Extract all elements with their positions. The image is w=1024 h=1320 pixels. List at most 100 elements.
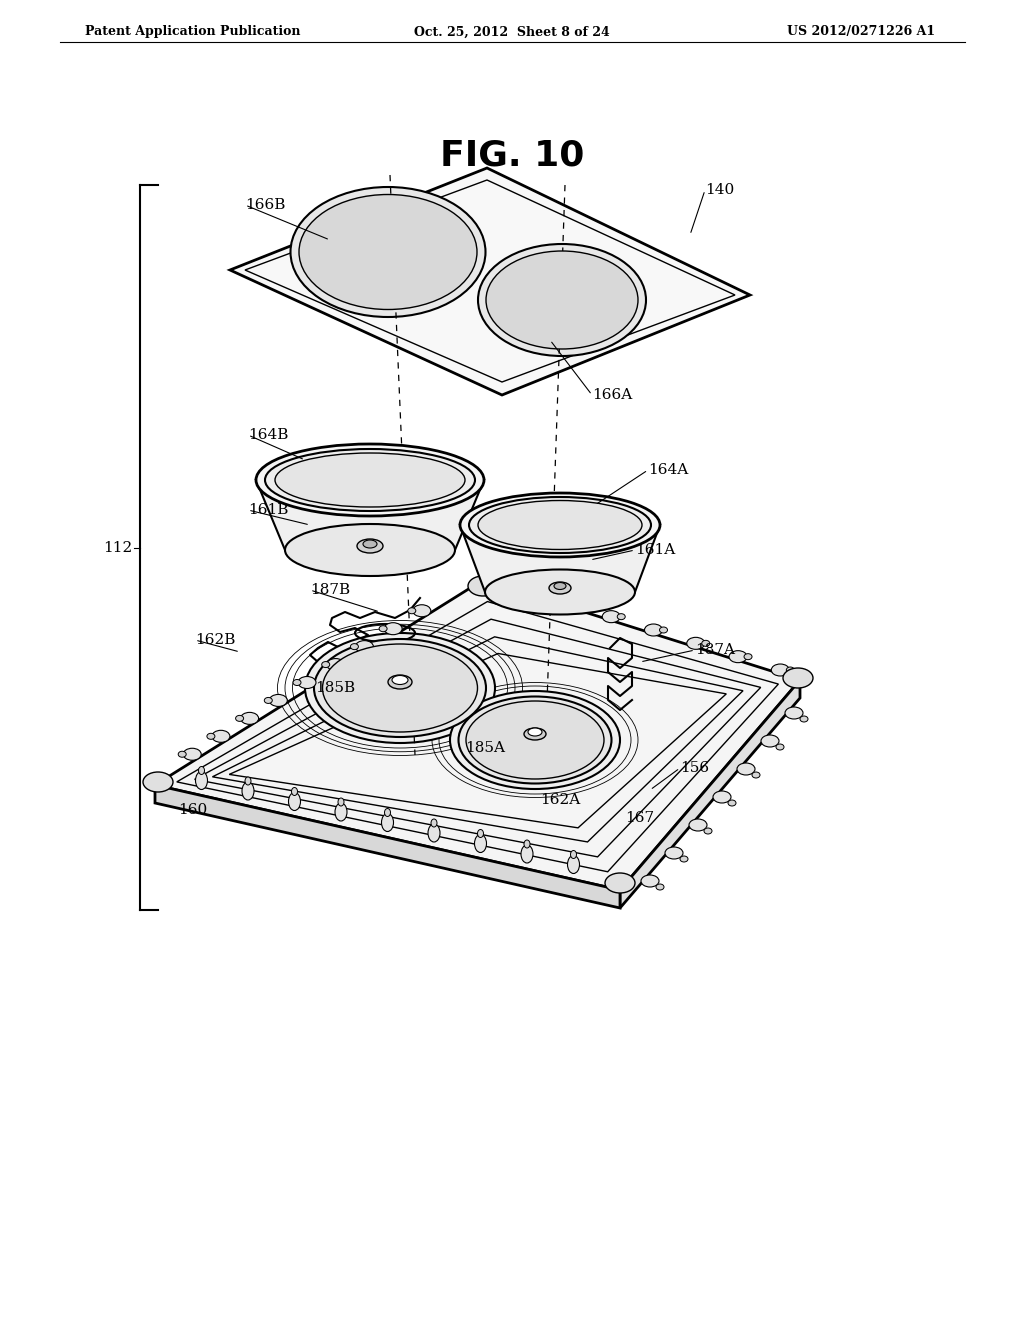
Text: 167: 167 — [625, 810, 654, 825]
Ellipse shape — [687, 638, 705, 649]
Ellipse shape — [314, 639, 486, 737]
Ellipse shape — [641, 875, 659, 887]
Ellipse shape — [567, 855, 580, 874]
Ellipse shape — [289, 792, 300, 810]
Ellipse shape — [143, 772, 173, 792]
Ellipse shape — [242, 781, 254, 800]
Ellipse shape — [656, 884, 664, 890]
Ellipse shape — [521, 845, 534, 863]
Ellipse shape — [665, 847, 683, 859]
Polygon shape — [256, 480, 484, 550]
Text: 162A: 162A — [540, 793, 581, 807]
Ellipse shape — [298, 676, 316, 689]
Ellipse shape — [384, 623, 402, 635]
Ellipse shape — [392, 676, 408, 685]
Ellipse shape — [379, 626, 387, 632]
Ellipse shape — [236, 715, 244, 721]
Text: 162B: 162B — [195, 634, 236, 647]
Ellipse shape — [680, 855, 688, 862]
Ellipse shape — [355, 640, 374, 652]
Ellipse shape — [305, 634, 495, 743]
Ellipse shape — [322, 661, 330, 668]
Ellipse shape — [388, 675, 412, 689]
Ellipse shape — [428, 824, 440, 842]
Text: 164A: 164A — [648, 463, 688, 477]
Ellipse shape — [713, 791, 731, 803]
Ellipse shape — [486, 251, 638, 348]
Ellipse shape — [285, 524, 455, 576]
Text: 161A: 161A — [635, 543, 675, 557]
Ellipse shape — [384, 808, 390, 817]
Ellipse shape — [466, 701, 604, 779]
Ellipse shape — [183, 748, 201, 760]
Ellipse shape — [292, 788, 298, 796]
Text: 164B: 164B — [248, 428, 289, 442]
Ellipse shape — [474, 834, 486, 853]
Text: 185A: 185A — [465, 741, 505, 755]
Ellipse shape — [524, 729, 546, 741]
Ellipse shape — [431, 818, 437, 828]
Ellipse shape — [264, 697, 272, 704]
Ellipse shape — [460, 492, 660, 557]
Ellipse shape — [196, 771, 208, 789]
Ellipse shape — [771, 664, 790, 676]
Ellipse shape — [602, 611, 621, 623]
Ellipse shape — [335, 803, 347, 821]
Ellipse shape — [729, 651, 748, 663]
Text: Oct. 25, 2012  Sheet 8 of 24: Oct. 25, 2012 Sheet 8 of 24 — [414, 25, 610, 38]
Text: US 2012/0271226 A1: US 2012/0271226 A1 — [786, 25, 935, 38]
Ellipse shape — [408, 607, 416, 614]
Ellipse shape — [528, 729, 542, 737]
Text: 161B: 161B — [248, 503, 289, 517]
Ellipse shape — [178, 751, 186, 758]
Ellipse shape — [382, 813, 393, 832]
Ellipse shape — [327, 659, 345, 671]
Text: FIG. 10: FIG. 10 — [440, 139, 584, 172]
Ellipse shape — [570, 850, 577, 858]
Ellipse shape — [478, 244, 646, 356]
Ellipse shape — [659, 627, 668, 634]
Text: 166A: 166A — [592, 388, 632, 403]
Ellipse shape — [783, 668, 813, 688]
Text: 187A: 187A — [695, 643, 735, 657]
Polygon shape — [230, 168, 750, 395]
Ellipse shape — [413, 605, 431, 616]
Ellipse shape — [269, 694, 288, 706]
Polygon shape — [155, 579, 800, 890]
Ellipse shape — [524, 840, 530, 847]
Ellipse shape — [737, 763, 755, 775]
Ellipse shape — [786, 667, 795, 673]
Ellipse shape — [560, 598, 578, 610]
Text: 166B: 166B — [245, 198, 286, 213]
Ellipse shape — [728, 800, 736, 807]
Ellipse shape — [350, 644, 358, 649]
Ellipse shape — [800, 715, 808, 722]
Text: 160: 160 — [178, 803, 207, 817]
Ellipse shape — [549, 582, 571, 594]
Text: 112: 112 — [102, 540, 132, 554]
Text: 185B: 185B — [314, 681, 355, 696]
Ellipse shape — [554, 582, 566, 590]
Ellipse shape — [518, 583, 536, 597]
Ellipse shape — [776, 744, 784, 750]
Ellipse shape — [617, 614, 626, 619]
Ellipse shape — [532, 587, 541, 593]
Ellipse shape — [478, 500, 642, 549]
Ellipse shape — [605, 873, 635, 894]
Ellipse shape — [265, 449, 475, 511]
Ellipse shape — [477, 829, 483, 837]
Ellipse shape — [468, 576, 498, 597]
Ellipse shape — [450, 690, 620, 789]
Ellipse shape — [293, 680, 301, 685]
Ellipse shape — [362, 540, 377, 548]
Ellipse shape — [705, 828, 712, 834]
Text: Patent Application Publication: Patent Application Publication — [85, 25, 300, 38]
Ellipse shape — [469, 498, 651, 553]
Ellipse shape — [212, 730, 230, 742]
Ellipse shape — [299, 194, 477, 309]
Text: 156: 156 — [680, 762, 710, 775]
Ellipse shape — [338, 799, 344, 807]
Text: 187B: 187B — [310, 583, 350, 597]
Ellipse shape — [574, 601, 583, 606]
Ellipse shape — [459, 697, 611, 784]
